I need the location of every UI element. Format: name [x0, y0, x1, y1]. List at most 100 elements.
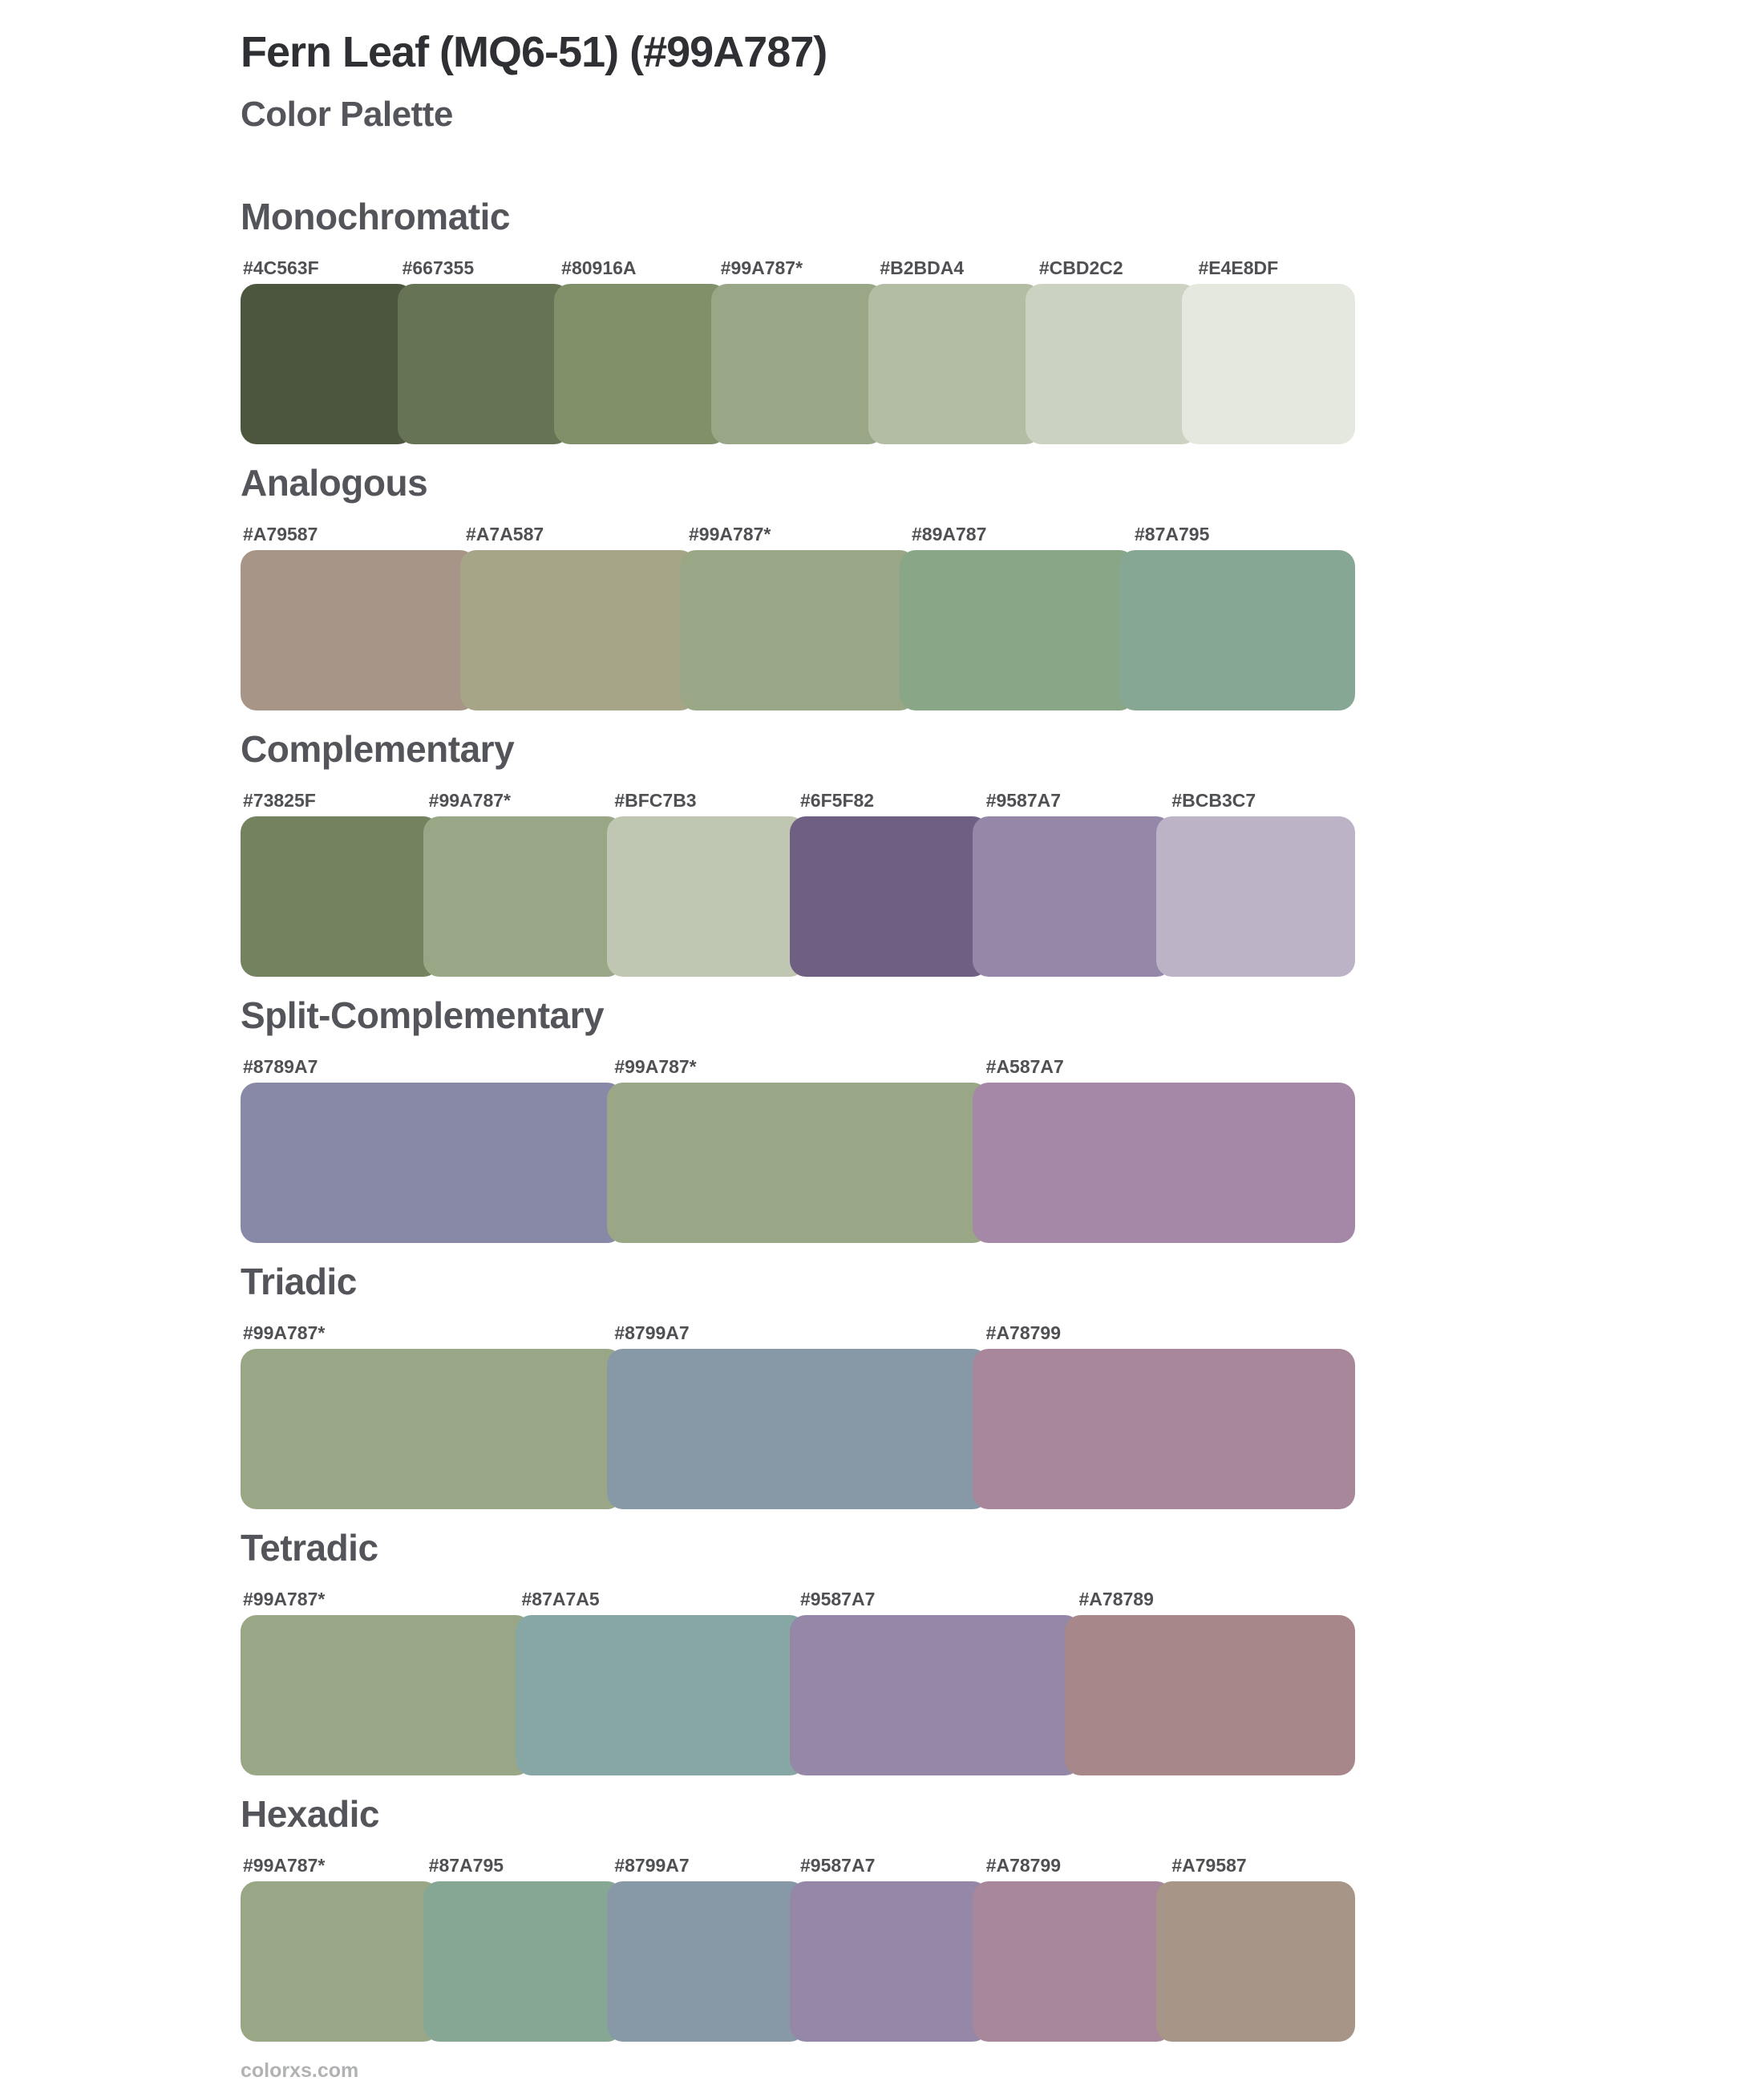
- section-split-complementary: Split-Complementary #8789A7 #99A787* #A587A…: [241, 994, 1356, 1243]
- section-heading-triadic: Triadic: [241, 1261, 357, 1302]
- swatch-labels-tetradic: #99A787* #87A7A5 #9587A7 #A78789: [241, 1589, 1355, 1610]
- section-heading-split-complementary: Split-Complementary: [241, 994, 605, 1036]
- swatch-labels-triadic: #99A787* #8799A7 #A78799: [241, 1322, 1355, 1344]
- swatch-hex-label: #99A787*: [243, 1589, 326, 1609]
- swatch-hex-label: #B2BDA4: [880, 257, 965, 278]
- color-swatch-a587a7[interactable]: [973, 1083, 1356, 1243]
- swatch-hex-label: #8799A7: [614, 1322, 690, 1343]
- color-swatch-8789a7[interactable]: [241, 1083, 623, 1243]
- section-heading-analogous: Analogous: [241, 462, 428, 504]
- swatch-hex-label: #A7A587: [466, 524, 544, 545]
- swatch-hex-label: #A79587: [243, 524, 318, 545]
- colorxs-link[interactable]: colorxs.com: [241, 2059, 359, 2082]
- swatch-hex-label: #667355: [402, 257, 475, 278]
- color-swatch-87a7a5[interactable]: [515, 1615, 806, 1775]
- page-subtitle: Color Palette: [241, 95, 453, 134]
- color-swatch-a78799[interactable]: [973, 1881, 1172, 2042]
- color-swatch-99a787[interactable]: [680, 550, 916, 711]
- color-swatch-b2bda4[interactable]: [868, 284, 1042, 444]
- swatch-labels-split-complementary: #8789A7 #99A787* #A587A7: [241, 1056, 1355, 1078]
- swatch-hex-label: #8799A7: [614, 1855, 690, 1876]
- color-swatch-80916a[interactable]: [554, 284, 728, 444]
- color-swatch-a7a587[interactable]: [460, 550, 696, 711]
- color-swatch-9587a7[interactable]: [973, 816, 1172, 977]
- color-swatch-667355[interactable]: [397, 284, 571, 444]
- color-swatch-99a787[interactable]: [241, 1349, 623, 1509]
- swatch-hex-label: #4C563F: [243, 257, 319, 278]
- swatch-row-tetradic: [241, 1615, 1355, 1775]
- color-swatch-89a787[interactable]: [900, 550, 1135, 711]
- swatch-hex-label: #9587A7: [800, 1589, 876, 1609]
- swatch-labels-complementary: #73825F #99A787* #BFC7B3 #6F5F82 #9587A7 #BCB…: [241, 790, 1355, 812]
- color-swatch-a78799[interactable]: [973, 1349, 1356, 1509]
- color-swatch-87a795[interactable]: [423, 1881, 623, 2042]
- color-swatch-a79587[interactable]: [1155, 1881, 1355, 2042]
- swatch-row-hexadic: [241, 1881, 1355, 2042]
- color-swatch-bcb3c7[interactable]: [1155, 816, 1355, 977]
- color-swatch-6f5f82[interactable]: [789, 816, 989, 977]
- section-triadic: Triadic #99A787* #8799A7 #A78799: [241, 1261, 1356, 1509]
- section-analogous: Analogous #A79587 #A7A587 #99A787* #89A787 #8…: [241, 462, 1355, 711]
- color-swatch-99a787[interactable]: [711, 284, 884, 444]
- color-swatch-9587a7[interactable]: [789, 1881, 989, 2042]
- swatch-row-monochromatic: [241, 284, 1356, 444]
- swatch-hex-label: #87A795: [1135, 524, 1210, 545]
- swatch-hex-label: #A78789: [1078, 1589, 1154, 1609]
- swatch-hex-label: #9587A7: [985, 790, 1062, 811]
- swatch-hex-label: #99A787*: [614, 1056, 697, 1077]
- swatch-labels-monochromatic: #4C563F #667355 #80916A #99A787* #B2BDA4 #CBD…: [241, 257, 1355, 279]
- section-heading-hexadic: Hexadic: [241, 1793, 379, 1835]
- color-swatch-cbd2c2[interactable]: [1025, 284, 1199, 444]
- section-tetradic: Tetradic #99A787* #87A7A5 #9587A7 #A78789: [241, 1527, 1355, 1775]
- section-monochromatic: Monochromatic #4C563F #667355 #80916A #99A78…: [241, 196, 1356, 444]
- swatch-row-complementary: [241, 816, 1355, 977]
- section-complementary: Complementary #73825F #99A787* #BFC7B3 #6F5F…: [241, 728, 1355, 977]
- palette-sections: Monochromatic #4C563F #667355 #80916A #99A78…: [241, 196, 1764, 2042]
- color-swatch-e4e8df[interactable]: [1182, 284, 1356, 444]
- swatch-row-triadic: [241, 1349, 1356, 1509]
- color-swatch-8799a7[interactable]: [606, 1349, 989, 1509]
- color-swatch-8799a7[interactable]: [606, 1881, 806, 2042]
- color-swatch-a79587[interactable]: [241, 550, 476, 711]
- swatch-hex-label: #80916A: [561, 257, 637, 278]
- swatch-hex-label: #BCB3C7: [1171, 790, 1256, 811]
- color-swatch-99a787[interactable]: [241, 1615, 532, 1775]
- swatch-hex-label: #CBD2C2: [1038, 257, 1123, 278]
- swatch-labels-analogous: #A79587 #A7A587 #99A787* #89A787 #87A795: [241, 524, 1355, 545]
- swatch-hex-label: #9587A7: [800, 1855, 876, 1876]
- color-swatch-bfc7b3[interactable]: [606, 816, 806, 977]
- swatch-row-split-complementary: [241, 1083, 1356, 1243]
- swatch-hex-label: #89A787: [912, 524, 987, 545]
- color-swatch-73825f[interactable]: [241, 816, 440, 977]
- color-swatch-4c563f[interactable]: [241, 284, 414, 444]
- page-title: Fern Leaf (MQ6-51) (#99A787): [241, 28, 827, 76]
- swatch-hex-label: #87A795: [428, 1855, 504, 1876]
- color-swatch-9587a7[interactable]: [790, 1615, 1081, 1775]
- swatch-hex-label: #99A787*: [243, 1855, 326, 1876]
- swatch-hex-label: #A587A7: [985, 1056, 1064, 1077]
- section-hexadic: Hexadic #99A787* #87A795 #8799A7 #9587A7 #A78…: [241, 1793, 1355, 2042]
- swatch-hex-label: #99A787*: [689, 524, 771, 545]
- swatch-hex-label: #A78799: [985, 1855, 1062, 1876]
- swatch-hex-label: #BFC7B3: [614, 790, 697, 811]
- swatch-hex-label: #A78799: [985, 1322, 1062, 1343]
- color-swatch-99a787[interactable]: [423, 816, 623, 977]
- swatch-hex-label: #87A7A5: [521, 1589, 600, 1609]
- section-heading-tetradic: Tetradic: [241, 1527, 378, 1569]
- swatch-hex-label: #99A787*: [243, 1322, 326, 1343]
- swatch-hex-label: #E4E8DF: [1198, 257, 1279, 278]
- swatch-hex-label: #A79587: [1171, 1855, 1247, 1876]
- swatch-hex-label: #73825F: [243, 790, 316, 811]
- swatch-hex-label: #99A787*: [720, 257, 803, 278]
- color-palette-page: Fern Leaf (MQ6-51) (#99A787) Color Palet…: [241, 28, 1764, 2042]
- swatch-hex-label: #6F5F82: [800, 790, 875, 811]
- section-heading-complementary: Complementary: [241, 728, 515, 770]
- color-swatch-99a787[interactable]: [241, 1881, 440, 2042]
- swatch-row-analogous: [241, 550, 1355, 711]
- swatch-hex-label: #99A787*: [428, 790, 511, 811]
- color-swatch-99a787[interactable]: [606, 1083, 989, 1243]
- swatch-labels-hexadic: #99A787* #87A795 #8799A7 #9587A7 #A78799 #A79…: [241, 1855, 1355, 1876]
- color-swatch-87a795[interactable]: [1119, 550, 1355, 711]
- color-swatch-a78789[interactable]: [1064, 1615, 1355, 1775]
- page-footer: colorxs.com: [0, 2059, 1764, 2083]
